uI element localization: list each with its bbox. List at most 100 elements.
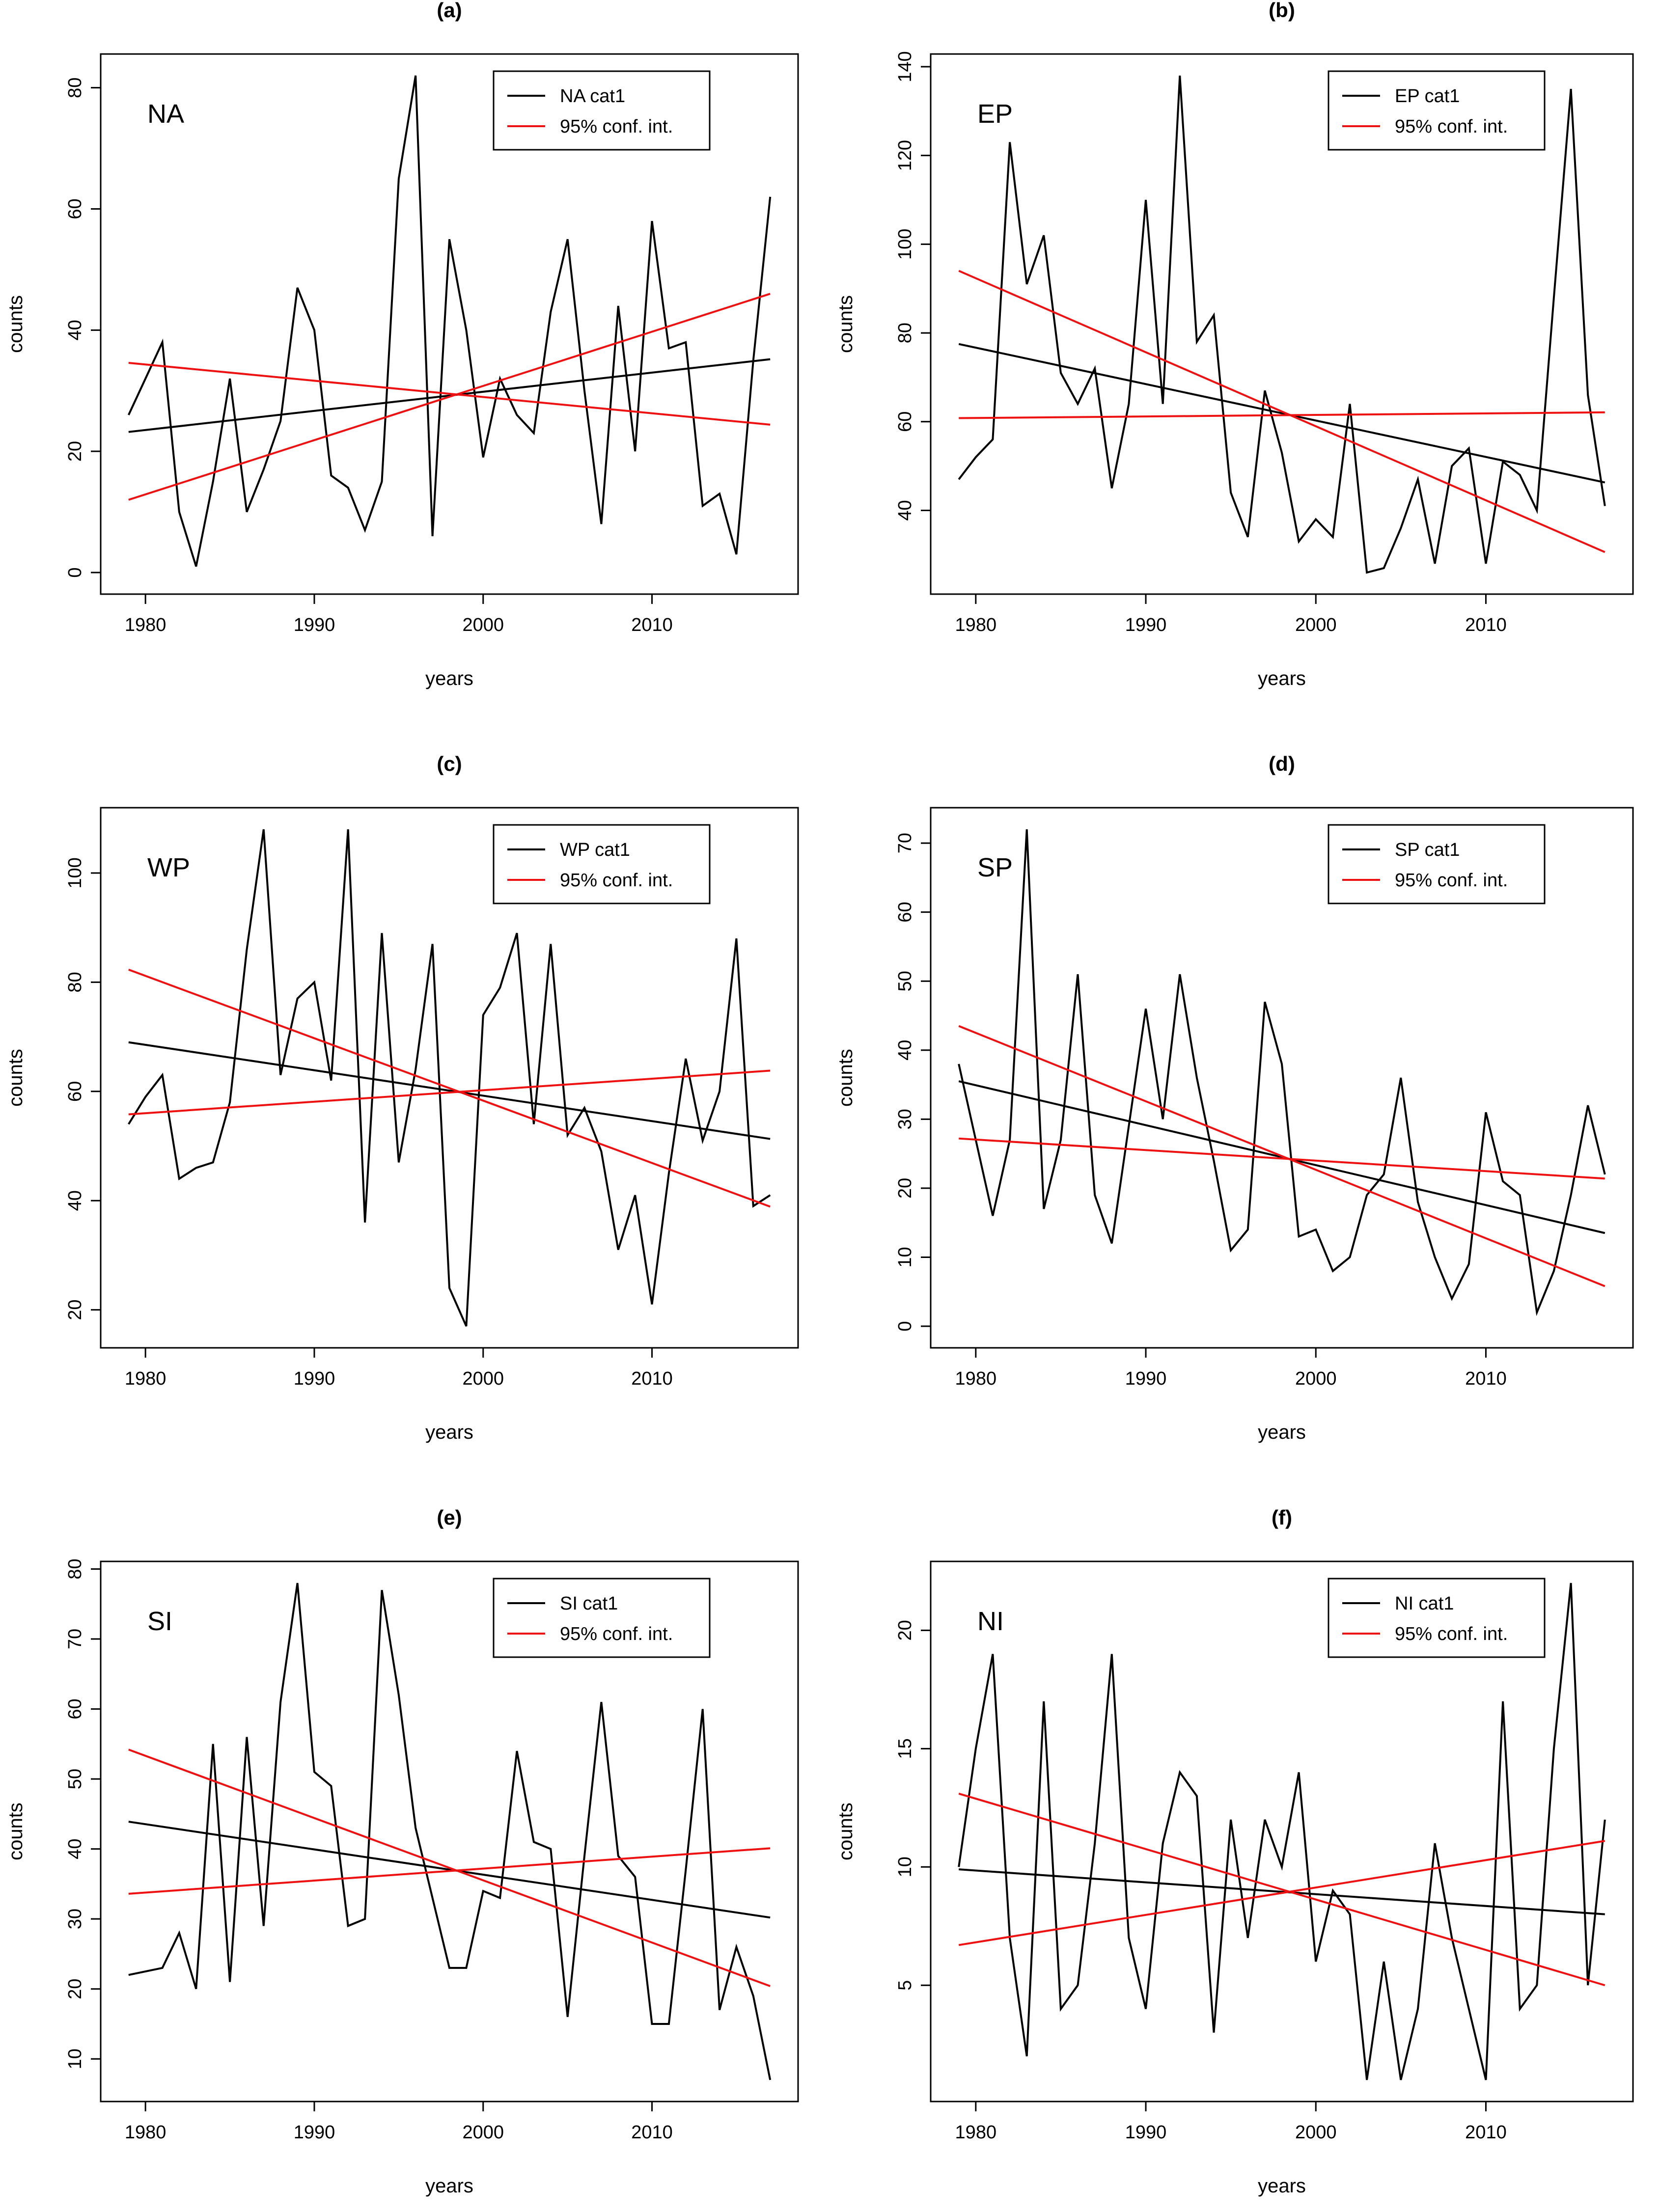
region-label: NA: [147, 99, 184, 129]
y-tick-label: 40: [895, 1040, 915, 1061]
series-line-si: [128, 1583, 772, 2080]
x-tick-label: 2000: [1295, 615, 1337, 635]
region-label: EP: [977, 99, 1013, 129]
x-tick-label: 2010: [1465, 2122, 1507, 2143]
y-tick-label: 60: [895, 902, 915, 923]
x-tick-label: 2000: [462, 615, 504, 635]
y-tick-label: 40: [65, 1838, 85, 1859]
y-axis-title: counts: [835, 1802, 857, 1860]
legend-entry-conf: 95% conf. int.: [560, 116, 673, 137]
y-axis-title: counts: [5, 295, 27, 353]
legend-entry-conf: 95% conf. int.: [560, 1624, 673, 1644]
y-tick-label: 80: [895, 323, 915, 343]
x-tick-label: 2010: [631, 2122, 673, 2143]
legend: SI cat1 95% conf. int.: [493, 1578, 711, 1658]
y-tick-label: 20: [65, 1299, 85, 1320]
x-tick-label: 1980: [125, 2122, 166, 2143]
trend-line: [128, 1821, 771, 1919]
y-tick-label: 10: [65, 2048, 85, 2069]
series-line-sp: [958, 829, 1606, 1316]
chart-panel-wp: (c) 1980 1990 2000 2010 20 40 60 80 100 years count…: [5, 752, 799, 1443]
legend: SP cat1 95% conf. int.: [1328, 824, 1546, 904]
conf-int-line-2: [128, 1069, 771, 1116]
y-tick-label: 50: [895, 971, 915, 991]
region-label: NI: [977, 1607, 1004, 1636]
conf-int-line-1: [958, 1025, 1605, 1287]
legend-entry-series: NI cat1: [1395, 1593, 1454, 1614]
region-label: SI: [147, 1607, 172, 1636]
conf-int-line-1: [128, 968, 771, 1208]
x-tick-label: 2010: [631, 615, 673, 635]
y-tick-label: 10: [895, 1857, 915, 1877]
y-tick-label: 20: [65, 1979, 85, 1999]
region-label: SP: [977, 853, 1013, 882]
y-tick-label: 60: [65, 198, 85, 219]
legend-entry-series: EP cat1: [1395, 86, 1460, 107]
x-tick-label: 1990: [294, 1368, 335, 1389]
conf-int-line-2: [959, 411, 1605, 419]
y-tick-label: 0: [895, 1321, 915, 1331]
x-tick-label: 1980: [955, 2122, 997, 2143]
y-axis-title: counts: [835, 295, 857, 353]
trend-line: [128, 1041, 771, 1140]
y-tick-label: 60: [65, 1698, 85, 1719]
x-tick-label: 1980: [955, 615, 997, 635]
legend-box: [1328, 1578, 1546, 1658]
panel-title: (b): [1269, 0, 1295, 22]
legend: WP cat1 95% conf. int.: [493, 824, 711, 904]
conf-int-line-2: [128, 1847, 771, 1895]
legend-entry-series: SI cat1: [560, 1593, 618, 1614]
legend-box: [1328, 70, 1546, 151]
x-axis-title: years: [1258, 1421, 1306, 1443]
y-tick-label: 120: [895, 140, 915, 171]
legend-box: [493, 824, 711, 904]
chart-panel-si: (e)1980 1990 2000 20101020304050607080years…: [5, 1506, 799, 2197]
series-line-ni: [958, 1583, 1606, 2080]
chart-panel-sp: (d) 1980 1990 2000 2010 0 10 20 30 40 50 60 70 years c…: [835, 752, 1634, 1443]
y-axis-title: counts: [5, 1049, 27, 1107]
legend: EP cat1 95% conf. int.: [1328, 70, 1546, 151]
x-tick-label: 2000: [1295, 2122, 1337, 2143]
series-line-na: [127, 75, 772, 567]
x-tick-label: 1980: [125, 615, 166, 635]
y-tick-label: 100: [895, 229, 915, 260]
y-axis-title: counts: [5, 1802, 27, 1860]
legend-entry-series: WP cat1: [560, 840, 630, 860]
x-tick-label: 1990: [1125, 2122, 1167, 2143]
y-tick-label: 20: [895, 1178, 915, 1199]
legend-entry-conf: 95% conf. int.: [1395, 116, 1508, 137]
y-tick-label: 10: [895, 1247, 915, 1267]
x-axis-title: years: [425, 668, 473, 689]
y-tick-label: 0: [65, 567, 85, 577]
legend-entry-conf: 95% conf. int.: [560, 870, 673, 891]
y-tick-label: 15: [895, 1738, 915, 1759]
x-tick-label: 1990: [1125, 1368, 1167, 1389]
y-tick-label: 50: [65, 1769, 85, 1789]
panel-title: (c): [437, 752, 462, 775]
conf-int-line-2: [128, 361, 771, 426]
x-tick-label: 2000: [462, 2122, 504, 2143]
trend-line: [959, 1868, 1605, 1915]
legend-entry-conf: 95% conf. int.: [1395, 1624, 1508, 1644]
conf-int-line-2: [958, 1840, 1605, 1946]
chart-panel-ni: (f) 1980 1990 2000 2010 5 10 15 20 years counts NI N…: [835, 1506, 1634, 2197]
x-tick-label: 2010: [1465, 1368, 1507, 1389]
panel-title: (f): [1272, 1506, 1292, 1529]
x-tick-label: 2000: [462, 1368, 504, 1389]
region-label: WP: [147, 853, 190, 882]
y-tick-label: 30: [895, 1109, 915, 1129]
x-axis-title: years: [425, 2175, 473, 2197]
conf-int-line-1: [958, 270, 1605, 553]
y-tick-label: 40: [895, 500, 915, 520]
y-tick-label: 100: [65, 857, 85, 888]
y-axis-title: counts: [835, 1049, 857, 1107]
y-tick-label: 80: [65, 78, 85, 98]
x-tick-label: 2010: [1465, 615, 1507, 635]
panel-title: (a): [437, 0, 462, 22]
legend-box: [1328, 824, 1546, 904]
x-axis-title: years: [1258, 2175, 1306, 2197]
trend-line: [128, 358, 771, 433]
y-tick-label: 40: [65, 320, 85, 340]
legend: NA cat1 95% conf. int.: [493, 70, 711, 151]
